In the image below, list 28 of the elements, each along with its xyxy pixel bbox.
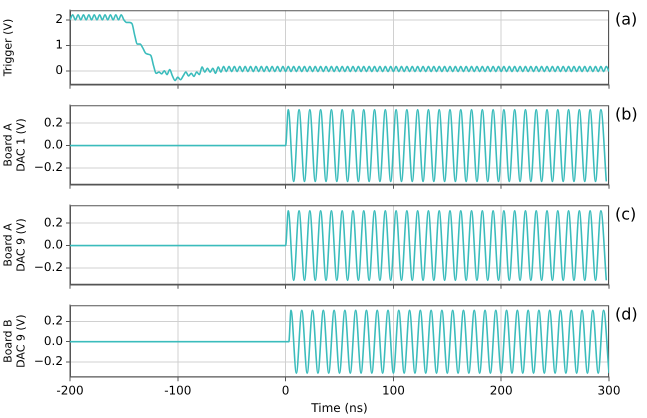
y-tick-label: 0.0 bbox=[44, 238, 63, 252]
x-tick-label: -100 bbox=[164, 384, 192, 398]
y-tick-label: 0.2 bbox=[44, 115, 63, 130]
y-tick-label: −0.2 bbox=[34, 160, 63, 174]
y-tick-label: 0.0 bbox=[44, 138, 63, 152]
y-tick-label: 1 bbox=[55, 37, 63, 52]
x-tick-label: -200 bbox=[56, 384, 84, 398]
x-tick-label: 200 bbox=[490, 384, 513, 398]
y-tick-label: −0.2 bbox=[34, 260, 63, 274]
x-axis-title: Time (ns) bbox=[310, 400, 368, 415]
line-series bbox=[70, 14, 609, 82]
y-tick-label: 2 bbox=[55, 12, 63, 26]
y-axis-title: Board A DAC 9 (V) bbox=[1, 218, 28, 272]
x-tick-label: 300 bbox=[598, 384, 620, 398]
text: (b) bbox=[615, 104, 638, 124]
text: (c) bbox=[615, 204, 636, 224]
y-tick-label: 0.0 bbox=[44, 334, 63, 348]
y-tick-label: 0.2 bbox=[44, 314, 63, 328]
y-axis-title: Trigger (V) bbox=[1, 18, 14, 78]
x-tick-label: 100 bbox=[382, 384, 405, 398]
y-tick-label: 0.2 bbox=[44, 215, 63, 230]
y-axis-title: Board B DAC 9 (V) bbox=[1, 314, 28, 368]
y-tick-label: 0 bbox=[55, 62, 63, 77]
y-tick-label: −0.2 bbox=[34, 354, 63, 368]
x-tick-label: 0 bbox=[282, 384, 290, 398]
y-axis-title: Board A DAC 1 (V) bbox=[1, 118, 28, 172]
text: (a) bbox=[615, 9, 638, 28]
text: (d) bbox=[615, 304, 638, 324]
